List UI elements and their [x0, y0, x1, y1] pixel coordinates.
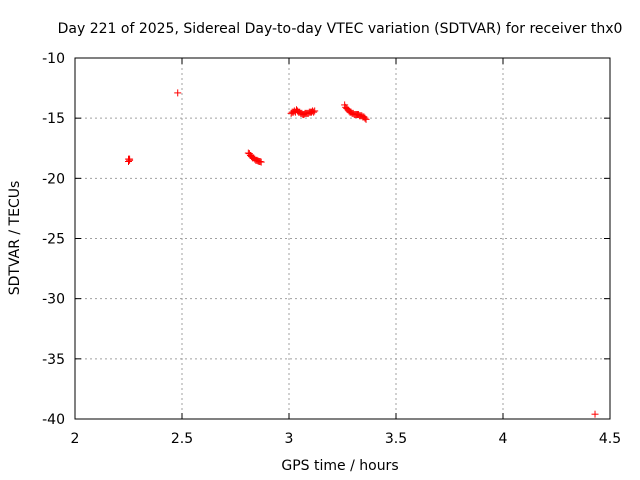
x-tick-label: 4 — [499, 431, 508, 447]
x-tick-label: 4.5 — [599, 431, 621, 447]
data-points — [125, 89, 599, 418]
x-tick-label: 3.5 — [385, 431, 407, 447]
data-point — [361, 114, 369, 122]
data-point — [311, 107, 319, 115]
chart-title: Day 221 of 2025, Sidereal Day-to-day VTE… — [58, 21, 623, 37]
grid — [75, 58, 610, 419]
y-tick-label: -10 — [42, 51, 65, 67]
y-tick-label: -25 — [42, 232, 65, 248]
data-point — [126, 155, 134, 163]
data-point — [310, 108, 318, 116]
data-point — [257, 158, 265, 166]
y-tick-label: -30 — [42, 292, 65, 308]
data-point — [174, 89, 182, 97]
y-tick-label: -40 — [42, 412, 65, 428]
x-tick-label: 3 — [285, 431, 294, 447]
y-axis-label: SDTVAR / TECUs — [7, 181, 23, 296]
y-tick-label: -35 — [42, 352, 65, 368]
y-tick-label: -20 — [42, 171, 65, 187]
x-axis-label: GPS time / hours — [281, 458, 398, 474]
data-point — [256, 157, 264, 165]
x-tick-label: 2.5 — [171, 431, 193, 447]
x-tick-label: 2 — [71, 431, 80, 447]
axis-ticks: 2 2.5 3 3.5 4 4.5 -10 -15 -20 -25 -30 -35 -40 — [42, 51, 621, 447]
y-tick-label: -15 — [42, 111, 65, 127]
data-point — [362, 115, 370, 123]
data-point — [591, 410, 599, 418]
